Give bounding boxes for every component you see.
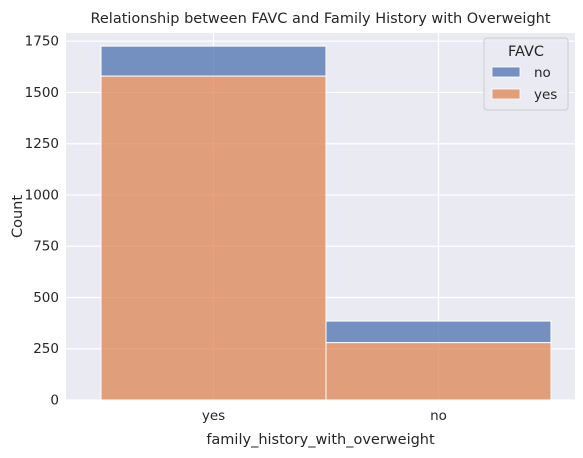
legend-swatch-yes	[491, 88, 521, 100]
y-tick-label: 0	[50, 393, 59, 409]
y-tick-label: 1500	[25, 85, 59, 101]
legend-title: FAVC	[508, 44, 544, 60]
chart-title: Relationship between FAVC and Family His…	[90, 11, 550, 27]
x-tick-label: no	[430, 408, 447, 424]
y-tick-label: 250	[33, 341, 59, 357]
x-tick-label: yes	[202, 408, 225, 424]
y-tick-label: 1250	[25, 136, 59, 152]
bars	[100, 45, 552, 401]
x-axis-label: family_history_with_overweight	[206, 432, 435, 448]
bar-yes-favc-no	[100, 45, 327, 77]
legend-label-yes: yes	[534, 87, 557, 103]
x-tick-labels: yes no	[202, 408, 447, 424]
y-tick-label: 750	[33, 239, 59, 255]
legend: FAVC no yes	[483, 37, 569, 111]
bar-yes-favc-yes	[100, 75, 327, 401]
bar-no-favc-no	[325, 320, 552, 344]
y-tick-labels: 0 250 500 750 1000 1250 1500 1750	[25, 34, 59, 409]
legend-label-no: no	[534, 65, 551, 81]
y-tick-label: 1750	[25, 34, 59, 50]
y-tick-label: 1000	[25, 187, 59, 203]
bar-no-favc-yes	[325, 342, 552, 401]
y-axis-label: Count	[10, 195, 26, 238]
y-tick-label: 500	[33, 290, 59, 306]
legend-swatch-no	[491, 66, 521, 78]
